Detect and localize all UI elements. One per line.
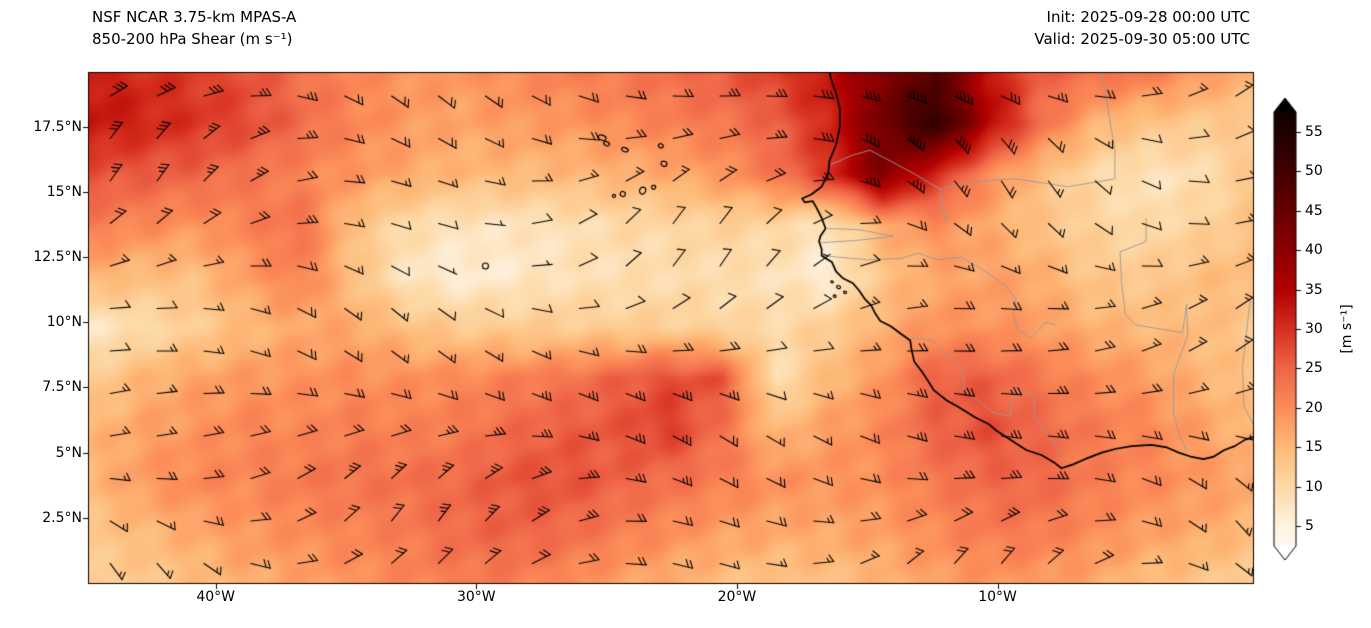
colorbar-tick-label: 45: [1305, 202, 1323, 219]
lon-tick-label: 10°W: [978, 589, 1017, 605]
lat-tick-label: 12.5°N: [33, 249, 82, 266]
valid-time-label: Valid: 2025-09-30 05:00 UTC: [1034, 30, 1250, 48]
lat-tick-label: 15°N: [46, 183, 82, 200]
lat-tick-label: 7.5°N: [42, 379, 82, 396]
colorbar-tick-label: 5: [1305, 518, 1314, 535]
colorbar-tick-label: 30: [1305, 321, 1323, 337]
field-title: 850-200 hPa Shear (m s⁻¹): [92, 30, 293, 48]
colorbar-tick-label: 40: [1305, 242, 1323, 259]
colorbar-tick-label: 15: [1305, 439, 1323, 456]
lat-tick-label: 10°N: [46, 314, 82, 331]
lon-tick-label: 20°W: [717, 589, 757, 605]
colorbar-tick-label: 10: [1305, 478, 1323, 495]
colorbar-unit-label: [m s⁻¹]: [1339, 304, 1355, 354]
lat-tick-label: 17.5°N: [33, 118, 82, 135]
lon-tick-label: 40°W: [196, 589, 236, 605]
lat-tick-label: 5°N: [55, 444, 82, 461]
colorbar-tick-label: 25: [1305, 360, 1323, 377]
colorbar-tick-label: 20: [1305, 399, 1323, 416]
lat-tick-label: 2.5°N: [42, 509, 82, 526]
init-time-label: Init: 2025-09-28 00:00 UTC: [1046, 8, 1250, 26]
colorbar-tick-label: 35: [1305, 281, 1323, 298]
model-name-title: NSF NCAR 3.75-km MPAS-A: [92, 8, 297, 26]
lon-tick-label: 30°W: [456, 589, 496, 605]
colorbar-tick-label: 55: [1305, 123, 1323, 140]
colorbar-tick-label: 50: [1305, 163, 1323, 180]
